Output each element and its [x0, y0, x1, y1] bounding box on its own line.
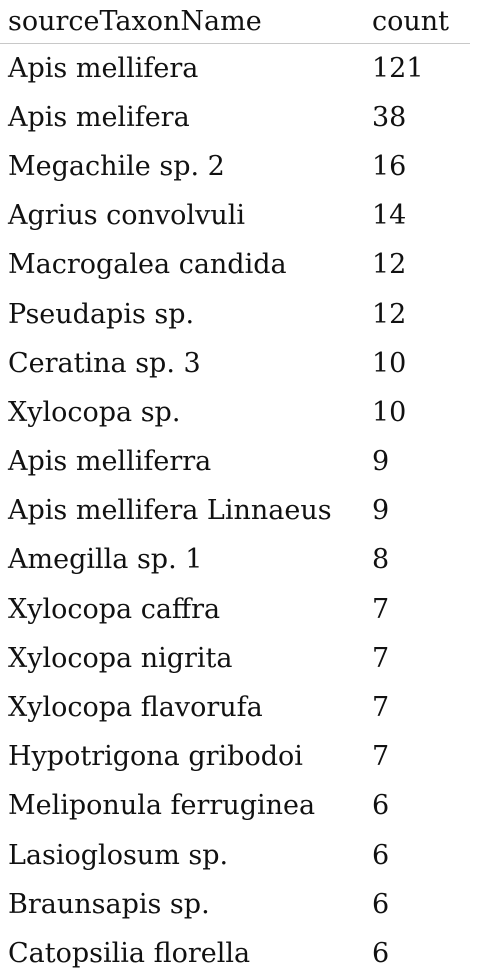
- count-cell: 8: [372, 544, 390, 576]
- taxon-name-cell: Catopsilia florella: [8, 937, 251, 969]
- count-cell: 6: [372, 888, 390, 920]
- taxon-name-cell: Hypotrigona gribodoi: [8, 741, 303, 773]
- count-cell: 9: [372, 446, 390, 478]
- table-row: Amegilla sp. 1 8: [0, 536, 470, 585]
- table-header: sourceTaxonName count: [0, 0, 470, 44]
- table-row: Xylocopa flavorufa 7: [0, 683, 470, 732]
- table-row: Xylocopa caffra 7: [0, 585, 470, 634]
- table-row: Braunsapis sp. 6: [0, 880, 470, 929]
- table-row: Hypotrigona gribodoi 7: [0, 733, 470, 782]
- taxon-name-cell: Apis mellifera Linnaeus: [8, 495, 332, 527]
- table-row: Xylocopa nigrita 7: [0, 634, 470, 683]
- taxon-name-cell: Amegilla sp. 1: [8, 544, 203, 576]
- count-cell: 6: [372, 790, 390, 822]
- table-row: Apis melliferra 9: [0, 438, 470, 487]
- count-cell: 10: [372, 347, 407, 379]
- count-cell: 7: [372, 593, 390, 625]
- column-header-count: count: [364, 0, 470, 44]
- count-cell: 121: [372, 52, 424, 84]
- taxon-name-cell: Megachile sp. 2: [8, 150, 225, 182]
- count-cell: 7: [372, 642, 390, 674]
- taxon-name-cell: Apis mellifera: [8, 52, 199, 84]
- table-row: Apis mellifera Linnaeus 9: [0, 487, 470, 536]
- taxon-name-cell: Xylocopa caffra: [8, 593, 221, 625]
- taxon-name-cell: Xylocopa nigrita: [8, 642, 233, 674]
- taxon-name-cell: Agrius convolvuli: [8, 200, 245, 232]
- count-cell: 10: [372, 396, 407, 428]
- taxon-name-cell: Braunsapis sp.: [8, 888, 210, 920]
- count-cell: 6: [372, 839, 390, 871]
- count-cell: 6: [372, 937, 390, 969]
- count-cell: 7: [372, 741, 390, 773]
- count-cell: 16: [372, 150, 407, 182]
- taxon-name-cell: Ceratina sp. 3: [8, 347, 201, 379]
- table-row: Catopsilia florella 6: [0, 929, 470, 978]
- taxon-name-cell: Apis melifera: [8, 101, 190, 133]
- table-body: Apis mellifera 121 Apis melifera 38 Mega…: [0, 44, 470, 979]
- taxon-name-cell: Apis melliferra: [8, 446, 212, 478]
- taxon-name-cell: Xylocopa flavorufa: [8, 692, 263, 724]
- table-row: Agrius convolvuli 14: [0, 192, 470, 241]
- table-row: Megachile sp. 2 16: [0, 142, 470, 191]
- count-cell: 7: [372, 692, 390, 724]
- table-row: Xylocopa sp. 10: [0, 388, 470, 437]
- taxon-name-cell: Meliponula ferruginea: [8, 790, 316, 822]
- table-row: Ceratina sp. 3 10: [0, 339, 470, 388]
- table-row: Apis melifera 38: [0, 93, 470, 142]
- count-cell: 9: [372, 495, 390, 527]
- taxon-name-cell: Lasioglosum sp.: [8, 839, 229, 871]
- table-row: Apis mellifera 121: [0, 44, 470, 94]
- header-row: sourceTaxonName count: [0, 0, 470, 44]
- column-header-source-taxon-name: sourceTaxonName: [0, 0, 364, 44]
- taxon-name-cell: Macrogalea candida: [8, 249, 287, 281]
- count-cell: 14: [372, 200, 407, 232]
- table-row: Meliponula ferruginea 6: [0, 782, 470, 831]
- taxon-name-cell: Pseudapis sp.: [8, 298, 195, 330]
- count-cell: 12: [372, 298, 407, 330]
- table-row: Lasioglosum sp. 6: [0, 831, 470, 880]
- table-row: Macrogalea candida 12: [0, 241, 470, 290]
- count-cell: 38: [372, 101, 407, 133]
- table-row: Pseudapis sp. 12: [0, 290, 470, 339]
- taxon-name-cell: Xylocopa sp.: [8, 396, 181, 428]
- count-cell: 12: [372, 249, 407, 281]
